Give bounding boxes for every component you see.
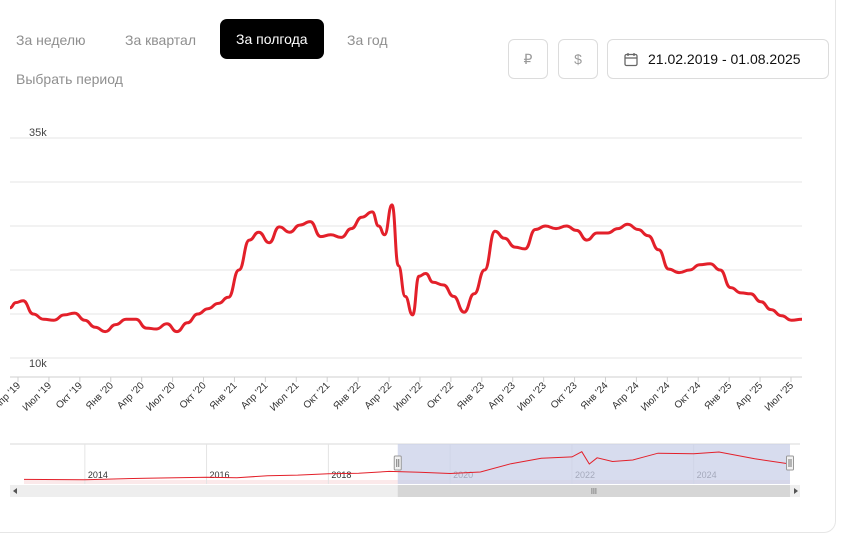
calendar-icon xyxy=(624,52,638,66)
scroll-left-arrow-icon[interactable] xyxy=(13,488,17,494)
x-tick-label: Апр '22 xyxy=(363,380,395,412)
x-tick-label: Июл '21 xyxy=(268,380,302,414)
x-tick-label: Окт '21 xyxy=(301,380,332,411)
x-tick-label: Апр '24 xyxy=(610,380,642,412)
x-tick-label: Янв '22 xyxy=(332,380,364,412)
tab-halfyear[interactable]: За полгода xyxy=(220,19,324,59)
currency-usd-button[interactable]: $ xyxy=(558,39,598,79)
currency-rub-button[interactable]: ₽ xyxy=(508,39,548,79)
navigator-year-label: 2018 xyxy=(331,470,351,480)
date-range-value: 21.02.2019 - 01.08.2025 xyxy=(648,51,801,67)
tab-custom-period[interactable]: Выбрать период xyxy=(16,71,123,87)
y-tick-label: 35k xyxy=(29,127,47,139)
range-navigator[interactable]: 201420162018202020222024 xyxy=(0,438,805,498)
x-tick-label: Июл '25 xyxy=(763,380,797,414)
x-tick-label: Янв '24 xyxy=(579,380,611,412)
x-tick-label: Окт '24 xyxy=(672,380,703,411)
tab-week[interactable]: За неделю xyxy=(16,32,86,48)
tab-quarter[interactable]: За квартал xyxy=(125,32,197,48)
x-tick-label: Июл '22 xyxy=(392,380,426,414)
navigator-selection[interactable] xyxy=(397,444,790,484)
date-range-picker[interactable]: 21.02.2019 - 01.08.2025 xyxy=(607,39,829,79)
x-tick-label: Окт '19 xyxy=(54,380,85,411)
scroll-right-arrow-icon[interactable] xyxy=(794,488,798,494)
y-tick-label: 10k xyxy=(29,358,47,370)
x-tick-label: Апр '20 xyxy=(115,380,147,412)
x-tick-label: Апр '19 xyxy=(0,380,23,412)
x-tick-label: Окт '22 xyxy=(425,380,456,411)
currency-usd-label: $ xyxy=(574,51,582,67)
price-series-line xyxy=(9,203,803,334)
navigator-series-line xyxy=(23,451,791,481)
currency-rub-label: ₽ xyxy=(523,51,533,67)
x-tick-label: Апр '21 xyxy=(239,380,271,412)
x-tick-label: Апр '25 xyxy=(734,380,766,412)
navigator-year-label: 2014 xyxy=(88,470,108,480)
x-tick-label: Июл '23 xyxy=(515,380,549,414)
x-tick-label: Окт '23 xyxy=(549,380,580,411)
x-tick-label: Июл '19 xyxy=(21,380,55,414)
x-tick-label: Янв '25 xyxy=(703,380,735,412)
x-tick-label: Янв '23 xyxy=(455,380,487,412)
x-tick-label: Апр '23 xyxy=(486,380,518,412)
navigator-left-handle[interactable] xyxy=(393,455,402,471)
x-tick-label: Окт '20 xyxy=(178,380,209,411)
x-tick-label: Янв '20 xyxy=(84,380,116,412)
tab-year[interactable]: За год xyxy=(347,32,388,48)
x-tick-label: Янв '21 xyxy=(208,380,240,412)
x-tick-label: Июл '20 xyxy=(144,380,178,414)
navigator-right-handle[interactable] xyxy=(786,455,794,471)
navigator-year-label: 2016 xyxy=(210,470,230,480)
x-tick-label: Июл '24 xyxy=(639,380,673,414)
